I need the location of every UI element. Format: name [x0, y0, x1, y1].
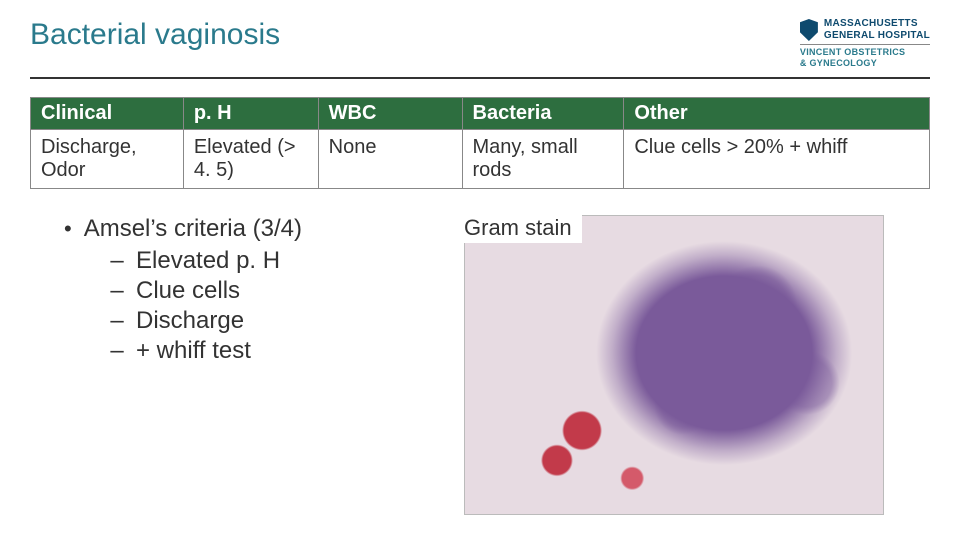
content-row: • Amsel’s criteria (3/4) – Elevated p. H… — [30, 215, 930, 515]
logo-sub1: VINCENT OBSTETRICS — [800, 47, 905, 57]
subitem-label: Elevated p. H — [136, 247, 280, 275]
col-clinical: Clinical — [31, 97, 184, 129]
cell-clinical: Discharge, Odor — [31, 129, 184, 188]
dash-icon: – — [110, 247, 124, 275]
logo-line1: MASSACHUSETTS — [824, 18, 918, 29]
cell-ph: Elevated (> 4. 5) — [183, 129, 318, 188]
col-bacteria: Bacteria — [462, 97, 624, 129]
criteria-heading: Amsel’s criteria (3/4) — [84, 215, 302, 244]
gram-stain-image — [464, 215, 884, 515]
cell-bacteria: Many, small rods — [462, 129, 624, 188]
dash-icon: – — [110, 307, 124, 335]
shield-icon — [800, 19, 818, 41]
col-other: Other — [624, 97, 930, 129]
header: Bacterial vaginosis MASSACHUSETTS GENERA… — [30, 18, 930, 79]
logo-sub2: & GYNECOLOGY — [800, 58, 877, 68]
logo-line2: GENERAL HOSPITAL — [824, 30, 930, 41]
criteria-block: • Amsel’s criteria (3/4) – Elevated p. H… — [30, 215, 444, 515]
page-title: Bacterial vaginosis — [30, 18, 280, 52]
bullet-icon: • — [64, 215, 72, 244]
dash-icon: – — [110, 277, 124, 305]
subitem-label: Clue cells — [136, 277, 240, 305]
list-item: – Elevated p. H — [110, 247, 444, 275]
criteria-sublist: – Elevated p. H – Clue cells – Discharge… — [64, 247, 444, 365]
dash-icon: – — [110, 337, 124, 365]
col-wbc: WBC — [318, 97, 462, 129]
subitem-label: Discharge — [136, 307, 244, 335]
figure: Gram stain — [464, 215, 930, 515]
table-row: Discharge, Odor Elevated (> 4. 5) None M… — [31, 129, 930, 188]
list-item: – Clue cells — [110, 277, 444, 305]
table-header-row: Clinical p. H WBC Bacteria Other — [31, 97, 930, 129]
clinical-table: Clinical p. H WBC Bacteria Other Dischar… — [30, 97, 930, 189]
list-item: – Discharge — [110, 307, 444, 335]
figure-caption: Gram stain — [458, 213, 582, 243]
cell-wbc: None — [318, 129, 462, 188]
hospital-logo: MASSACHUSETTS GENERAL HOSPITAL VINCENT O… — [800, 18, 930, 69]
cell-other: Clue cells > 20% + whiff — [624, 129, 930, 188]
subitem-label: + whiff test — [136, 337, 251, 365]
col-ph: p. H — [183, 97, 318, 129]
list-item: – + whiff test — [110, 337, 444, 365]
